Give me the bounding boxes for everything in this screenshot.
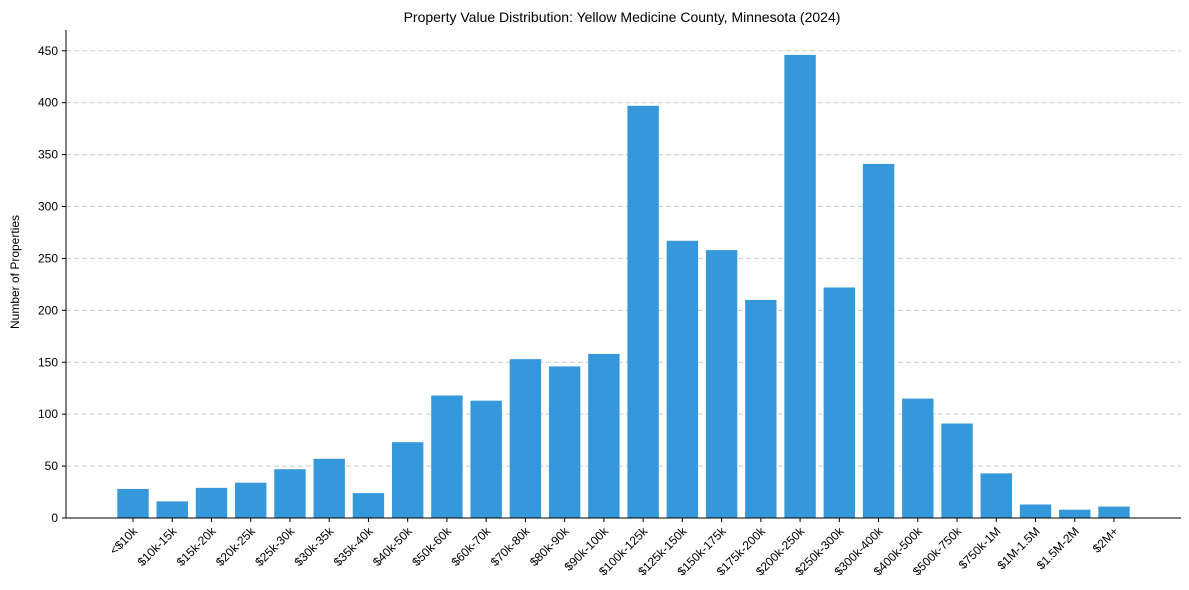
- y-axis-ticks: 0 50 100 150 200 250 300 350 400 450: [38, 44, 66, 525]
- y-tick-label: 400: [38, 96, 58, 110]
- y-axis-title: Number of Properties: [8, 215, 22, 329]
- bar: [745, 299, 777, 518]
- bar: [1098, 506, 1130, 518]
- bars: [117, 54, 1130, 519]
- bar: [274, 469, 306, 518]
- bar: [548, 366, 581, 518]
- x-tick-label: $2M+: [1090, 524, 1121, 555]
- bar: [117, 488, 149, 518]
- x-tick-label: $30k-35k: [292, 524, 338, 570]
- bar: [352, 493, 385, 518]
- bar: [391, 442, 424, 518]
- bar: [705, 250, 738, 519]
- x-tick-label: $20k-25k: [213, 524, 259, 570]
- x-axis-ticks: <$10k$10k-15k$15k-20k$20k-25k$25k-30k$30…: [107, 518, 1121, 578]
- y-tick-label: 250: [38, 251, 58, 265]
- bar: [195, 487, 228, 518]
- x-tick-label: $1.5M-2M: [1034, 524, 1082, 572]
- y-tick-label: 50: [45, 459, 59, 473]
- x-tick-label: $60k-70k: [448, 524, 494, 570]
- bar: [784, 54, 816, 518]
- bar: [627, 105, 659, 518]
- x-tick-label: $25k-30k: [252, 524, 298, 570]
- bar: [941, 423, 973, 518]
- chart-title: Property Value Distribution: Yellow Medi…: [404, 9, 841, 25]
- axes: [65, 30, 1181, 519]
- bar: [862, 163, 895, 518]
- bar: [823, 287, 856, 518]
- y-tick-label: 150: [38, 355, 58, 369]
- y-tick-label: 450: [38, 44, 58, 58]
- x-tick-label: $40k-50k: [370, 524, 416, 570]
- y-tick-label: 100: [38, 407, 58, 421]
- y-tick-label: 200: [38, 303, 58, 317]
- bar: [1019, 504, 1052, 518]
- bar: [313, 458, 345, 518]
- bar: [509, 359, 542, 518]
- bar: [902, 398, 934, 518]
- bar: [235, 482, 267, 518]
- bar: [980, 473, 1012, 518]
- y-tick-label: 350: [38, 148, 58, 162]
- bar: [1059, 509, 1091, 518]
- bar: [470, 400, 502, 518]
- bar: [588, 353, 620, 518]
- x-tick-label: $70k-80k: [488, 524, 534, 570]
- x-tick-label: $10k-15k: [135, 524, 181, 570]
- y-tick-label: 300: [38, 200, 58, 214]
- y-tick-label: 0: [51, 511, 58, 525]
- x-tick-label: <$10k: [107, 524, 141, 558]
- bar: [666, 240, 699, 518]
- bar: [431, 395, 463, 518]
- x-tick-label: $15k-20k: [174, 524, 220, 570]
- x-tick-label: $50k-60k: [409, 524, 455, 570]
- x-tick-label: $35k-40k: [331, 524, 377, 570]
- gridlines: [66, 50, 1181, 467]
- bar: [156, 501, 188, 518]
